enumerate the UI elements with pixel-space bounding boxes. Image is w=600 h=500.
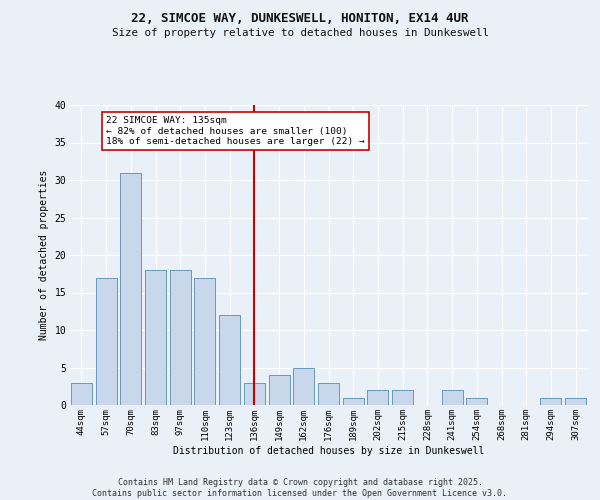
Bar [194, 278, 215, 405]
Bar [145, 270, 166, 405]
Bar [293, 368, 314, 405]
Bar [343, 398, 364, 405]
Bar [120, 172, 141, 405]
X-axis label: Distribution of detached houses by size in Dunkeswell: Distribution of detached houses by size … [173, 446, 484, 456]
Bar [71, 382, 92, 405]
Bar [392, 390, 413, 405]
Text: Contains HM Land Registry data © Crown copyright and database right 2025.
Contai: Contains HM Land Registry data © Crown c… [92, 478, 508, 498]
Bar [565, 398, 586, 405]
Bar [244, 382, 265, 405]
Bar [95, 278, 116, 405]
Bar [466, 398, 487, 405]
Bar [442, 390, 463, 405]
Text: 22, SIMCOE WAY, DUNKESWELL, HONITON, EX14 4UR: 22, SIMCOE WAY, DUNKESWELL, HONITON, EX1… [131, 12, 469, 26]
Text: Size of property relative to detached houses in Dunkeswell: Size of property relative to detached ho… [112, 28, 488, 38]
Text: 22 SIMCOE WAY: 135sqm
← 82% of detached houses are smaller (100)
18% of semi-det: 22 SIMCOE WAY: 135sqm ← 82% of detached … [106, 116, 365, 146]
Bar [318, 382, 339, 405]
Bar [541, 398, 562, 405]
Bar [170, 270, 191, 405]
Y-axis label: Number of detached properties: Number of detached properties [39, 170, 49, 340]
Bar [367, 390, 388, 405]
Bar [219, 315, 240, 405]
Bar [269, 375, 290, 405]
